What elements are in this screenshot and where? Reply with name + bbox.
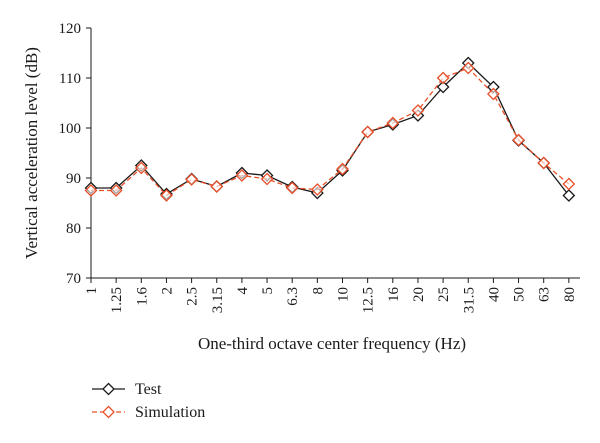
x-tick-label: 1.25 [109, 287, 125, 313]
x-tick-label: 10 [336, 287, 352, 302]
data-point-simulation [386, 116, 400, 130]
data-point-simulation [109, 184, 123, 197]
legend-label-test: Test [135, 381, 162, 398]
x-tick-label: 1 [84, 287, 100, 295]
y-axis-title: Vertical acceleration level (dB) [22, 47, 41, 259]
series-line-simulation [91, 67, 570, 197]
y-tick-label: 120 [59, 21, 82, 37]
legend-item-test: Test [92, 381, 162, 398]
data-point-test [562, 189, 576, 202]
data-point-test [436, 80, 450, 94]
x-tick-label: 80 [562, 287, 578, 302]
x-tick-label: 2 [159, 287, 175, 295]
data-point-simulation [537, 156, 551, 170]
x-axis-title: One-third octave center frequency (Hz) [198, 334, 466, 353]
data-point-simulation [562, 177, 576, 191]
x-tick-label: 12.5 [361, 287, 377, 313]
legend-marker-simulation [102, 405, 115, 419]
x-tick-label: 20 [411, 287, 427, 302]
x-axis: 1 1.25 1.6 2 2.5 3.15 4 5 6.3 8 10 12.5 16 20 25 31.5 40… [84, 277, 580, 313]
y-tick-label: 70 [66, 271, 81, 287]
data-point-simulation [411, 104, 425, 117]
y-tick-label: 110 [59, 71, 81, 87]
x-tick-label: 50 [512, 287, 528, 302]
x-tick-label: 40 [486, 287, 502, 302]
legend-label-simulation: Simulation [135, 404, 205, 421]
x-tick-label: 3.15 [210, 287, 226, 313]
series-line-test [91, 62, 570, 196]
x-tick-label: 31.5 [461, 287, 477, 313]
data-point-simulation [486, 87, 500, 101]
data-point-simulation [134, 161, 148, 175]
data-point-simulation [235, 169, 249, 182]
y-tick-label: 80 [66, 221, 81, 237]
legend-marker-test [102, 382, 115, 396]
y-tick-label: 90 [66, 171, 81, 187]
y-axis: 70 80 90 100 110 120 [59, 21, 92, 287]
x-tick-label: 16 [386, 287, 402, 303]
data-point-simulation [461, 61, 475, 75]
x-tick-label: 25 [436, 287, 452, 302]
data-point-simulation [210, 180, 224, 193]
legend-item-simulation: Simulation [92, 404, 205, 421]
x-tick-label: 5 [260, 287, 276, 295]
data-point-simulation [260, 172, 274, 186]
data-point-simulation [84, 184, 98, 197]
x-tick-label: 63 [537, 287, 553, 302]
x-tick-label: 4 [235, 287, 251, 295]
data-point-simulation [512, 133, 525, 147]
data-point-simulation [336, 162, 349, 176]
y-tick-label: 100 [59, 121, 82, 137]
x-tick-label: 8 [310, 287, 326, 295]
x-tick-label: 6.3 [285, 287, 301, 306]
series-group [84, 56, 576, 202]
data-point-simulation [310, 183, 324, 196]
series-simulation [84, 61, 576, 202]
x-tick-label: 1.6 [134, 287, 150, 306]
x-tick-group: 1 1.25 1.6 2 2.5 3.15 4 5 6.3 8 10 12.5 16 20 25 31.5 40… [84, 278, 578, 313]
data-point-simulation [160, 189, 173, 202]
x-tick-label: 2.5 [185, 287, 201, 306]
y-tick-group: 70 80 90 100 110 120 [59, 21, 91, 287]
data-point-simulation [361, 125, 375, 139]
legend: Test Simulation [92, 381, 205, 421]
data-point-simulation [185, 173, 199, 186]
data-point-simulation [285, 181, 299, 195]
data-point-simulation [436, 71, 450, 85]
